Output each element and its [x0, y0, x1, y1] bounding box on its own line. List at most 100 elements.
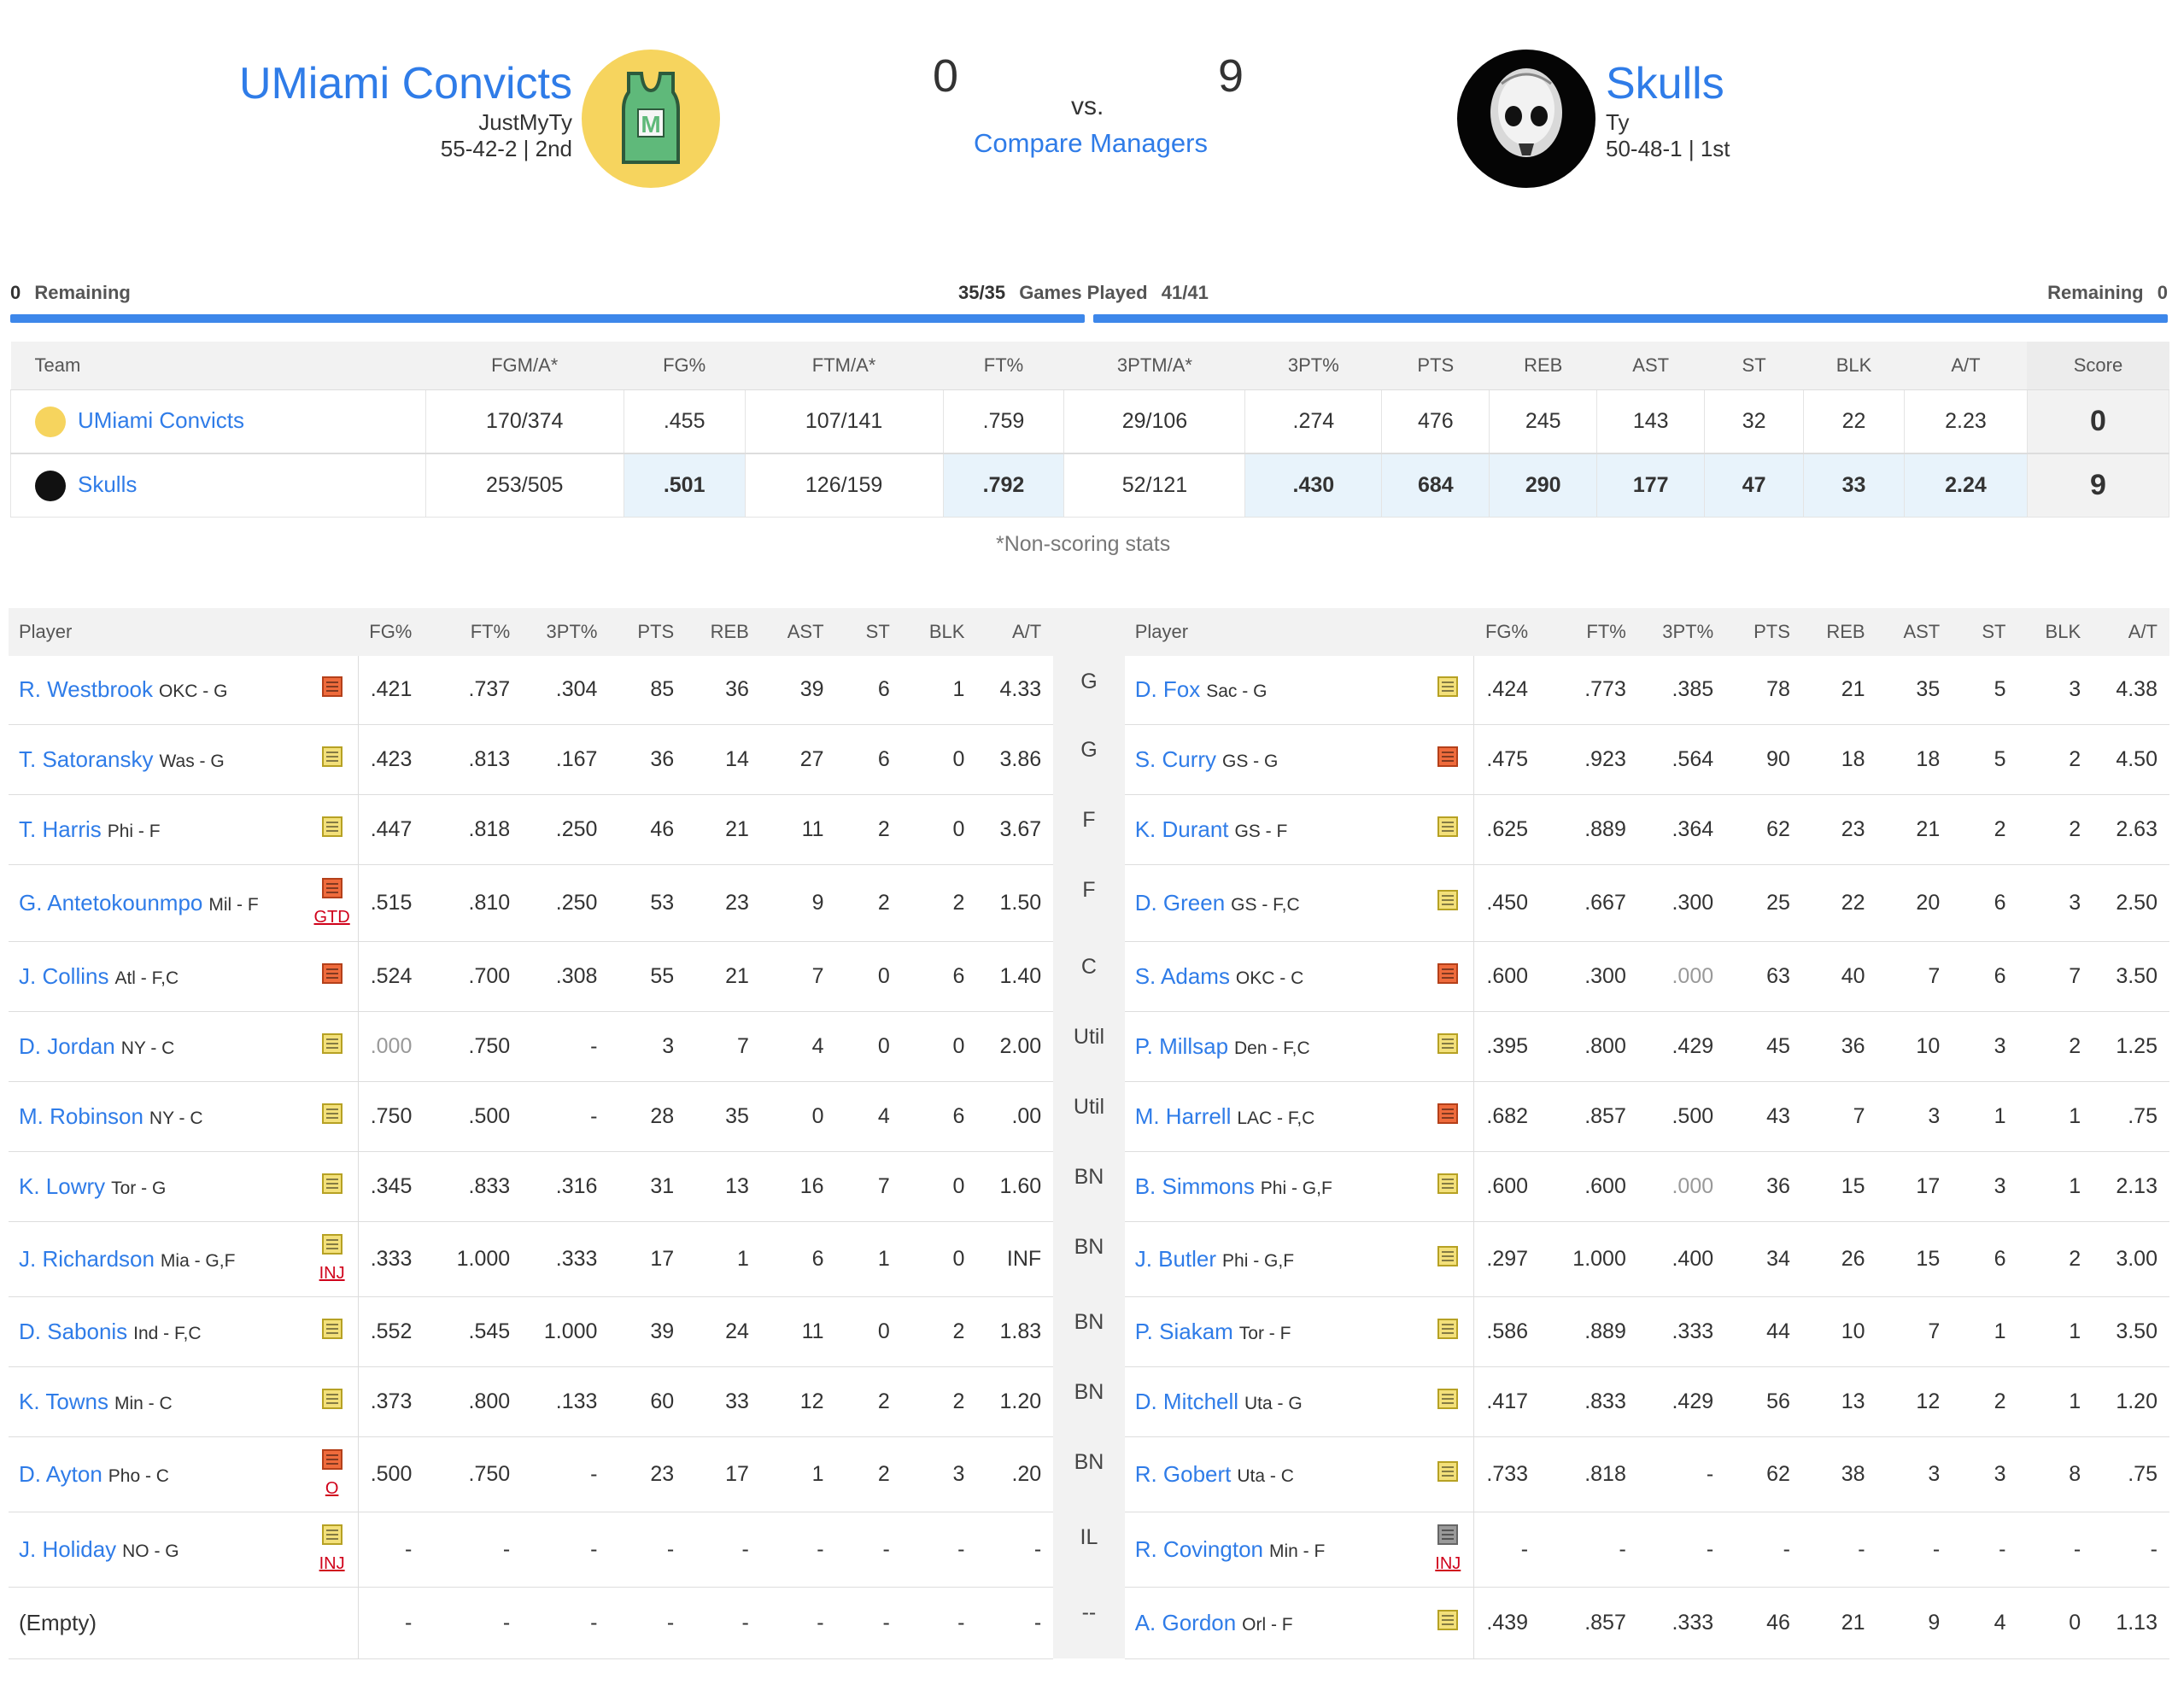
player-note-icon[interactable]	[1437, 1460, 1459, 1482]
player-stat-cell: 1	[686, 1221, 761, 1297]
player-name-link[interactable]: D. Mitchell	[1134, 1388, 1239, 1414]
player-name-link[interactable]: K. Towns	[19, 1388, 109, 1414]
player-name-link[interactable]: A. Gordon	[1134, 1609, 1237, 1635]
left-team-name[interactable]: UMiami Convicts	[238, 59, 572, 108]
player-note-icon[interactable]	[1437, 1173, 1459, 1194]
player-name-link[interactable]: R. Gobert	[1134, 1460, 1232, 1487]
player-note-cell	[306, 656, 359, 725]
player-note-icon[interactable]	[321, 878, 343, 898]
player-note-icon[interactable]	[1437, 1524, 1459, 1545]
player-name-link[interactable]: R. Westbrook	[19, 676, 154, 703]
player-stat-cell: 4	[1952, 1587, 2018, 1659]
player-name-link[interactable]: M. Robinson	[19, 1103, 143, 1129]
player-stat-cell: 21	[686, 941, 761, 1012]
player-name-link[interactable]: T. Harris	[19, 816, 102, 842]
player-stat-cell: .750	[424, 1011, 523, 1082]
player-note-icon[interactable]	[321, 746, 343, 767]
player-note-icon[interactable]	[321, 1388, 343, 1409]
player-name-link[interactable]: D. Fox	[1134, 676, 1201, 703]
player-note-icon[interactable]	[321, 1173, 343, 1194]
player-note-icon[interactable]	[1437, 962, 1459, 984]
totals-team-cell[interactable]: UMiami Convicts	[10, 389, 426, 454]
player-stat-cell: 38	[1801, 1436, 1877, 1512]
player-stat-cell: 18	[1876, 724, 1953, 795]
right-team-name[interactable]: Skulls	[1606, 59, 1724, 108]
player-name-link[interactable]: T. Satoransky	[19, 746, 154, 772]
player-name-link[interactable]: J. Richardson	[19, 1245, 155, 1272]
player-note-icon[interactable]	[321, 1234, 343, 1255]
totals-header-4: FT%	[943, 342, 1064, 390]
player-note-icon[interactable]	[1437, 1245, 1459, 1266]
player-name-link[interactable]: J. Holiday	[19, 1535, 117, 1562]
player-stat-cell: 63	[1725, 941, 1802, 1012]
player-note-icon[interactable]	[1437, 889, 1459, 910]
player-note-cell	[306, 1296, 359, 1367]
player-name-link[interactable]: K. Lowry	[19, 1173, 106, 1199]
player-stat-cell: -	[686, 1512, 761, 1588]
player-note-icon[interactable]	[321, 1032, 343, 1054]
player-stat-cell: .400	[1637, 1221, 1726, 1297]
compare-managers-link[interactable]: Compare Managers	[974, 128, 1208, 158]
player-name-link[interactable]: S. Adams	[1134, 962, 1230, 989]
injury-status-badge[interactable]: INJ	[319, 1554, 345, 1573]
totals-stat-cell: .430	[1244, 453, 1383, 518]
totals-team-name[interactable]: UMiami Convicts	[78, 407, 245, 433]
non-scoring-note: *Non-scoring stats	[996, 532, 1171, 556]
player-stat-cell: 2	[835, 1436, 902, 1512]
player-stat-cell: .700	[424, 941, 523, 1012]
player-name-link[interactable]: M. Harrell	[1134, 1103, 1232, 1129]
roster-slot-label: BN	[1053, 1296, 1125, 1366]
totals-header-3: FTM/A*	[745, 342, 944, 390]
injury-status-badge[interactable]: INJ	[1435, 1554, 1461, 1573]
player-stat-cell: .515	[358, 864, 424, 942]
player-note-cell	[1422, 1587, 1475, 1659]
player-note-icon[interactable]	[1437, 1318, 1459, 1339]
player-note-icon[interactable]	[1437, 746, 1459, 767]
player-stat-cell: 18	[1801, 724, 1877, 795]
player-note-icon[interactable]	[1437, 676, 1459, 698]
player-name-link[interactable]: B. Simmons	[1134, 1173, 1255, 1199]
player-note-cell	[306, 1151, 359, 1222]
player-note-icon[interactable]	[1437, 1103, 1459, 1124]
player-note-icon[interactable]	[321, 1449, 343, 1470]
player-name-link[interactable]: D. Sabonis	[19, 1318, 128, 1344]
player-name-link[interactable]: D. Jordan	[19, 1032, 115, 1059]
player-name-link[interactable]: D. Green	[1134, 889, 1226, 915]
player-stat-cell: 36	[1725, 1151, 1802, 1222]
injury-status-badge[interactable]: GTD	[313, 908, 350, 927]
player-note-icon[interactable]	[321, 1103, 343, 1124]
player-note-icon[interactable]	[321, 816, 343, 837]
player-name-link[interactable]: J. Collins	[19, 962, 109, 989]
player-name-link[interactable]: J. Butler	[1134, 1245, 1217, 1272]
player-note-icon[interactable]	[321, 962, 343, 984]
right-stat-header-5: AST	[1876, 608, 1953, 656]
player-stat-cell: .333	[1637, 1587, 1726, 1659]
injury-status-badge[interactable]: INJ	[319, 1264, 345, 1283]
injury-status-badge[interactable]: O	[325, 1479, 339, 1498]
totals-team-cell[interactable]: Skulls	[10, 453, 426, 518]
player-team-position: Min - F	[1268, 1541, 1326, 1561]
player-note-icon[interactable]	[1437, 1388, 1459, 1409]
player-note-icon[interactable]	[321, 1524, 343, 1545]
player-note-icon[interactable]	[321, 676, 343, 698]
player-stat-cell: 2	[2017, 794, 2093, 865]
player-note-icon[interactable]	[1437, 1609, 1459, 1630]
player-name-link[interactable]: P. Millsap	[1134, 1032, 1229, 1059]
player-name-link[interactable]: P. Siakam	[1134, 1318, 1233, 1344]
player-note-icon[interactable]	[321, 1318, 343, 1339]
player-stat-cell: 22	[1801, 864, 1877, 942]
player-stat-cell: .600	[1540, 1151, 1638, 1222]
player-name-link[interactable]: R. Covington	[1134, 1535, 1263, 1562]
player-name-link[interactable]: G. Antetokounmpo	[19, 889, 203, 915]
right-team-logo[interactable]	[1457, 50, 1595, 188]
left-team-logo[interactable]: M	[582, 50, 720, 188]
player-name-link[interactable]: D. Ayton	[19, 1460, 102, 1487]
player-note-icon[interactable]	[1437, 1032, 1459, 1054]
player-stat-cell: 6	[835, 724, 902, 795]
player-name-link[interactable]: S. Curry	[1134, 746, 1217, 772]
totals-team-name[interactable]: Skulls	[78, 471, 138, 497]
player-name-link[interactable]: K. Durant	[1134, 816, 1229, 842]
player-stat-cell: 2.00	[976, 1011, 1054, 1082]
player-note-icon[interactable]	[1437, 816, 1459, 837]
player-stat-cell: 6	[1952, 864, 2018, 942]
